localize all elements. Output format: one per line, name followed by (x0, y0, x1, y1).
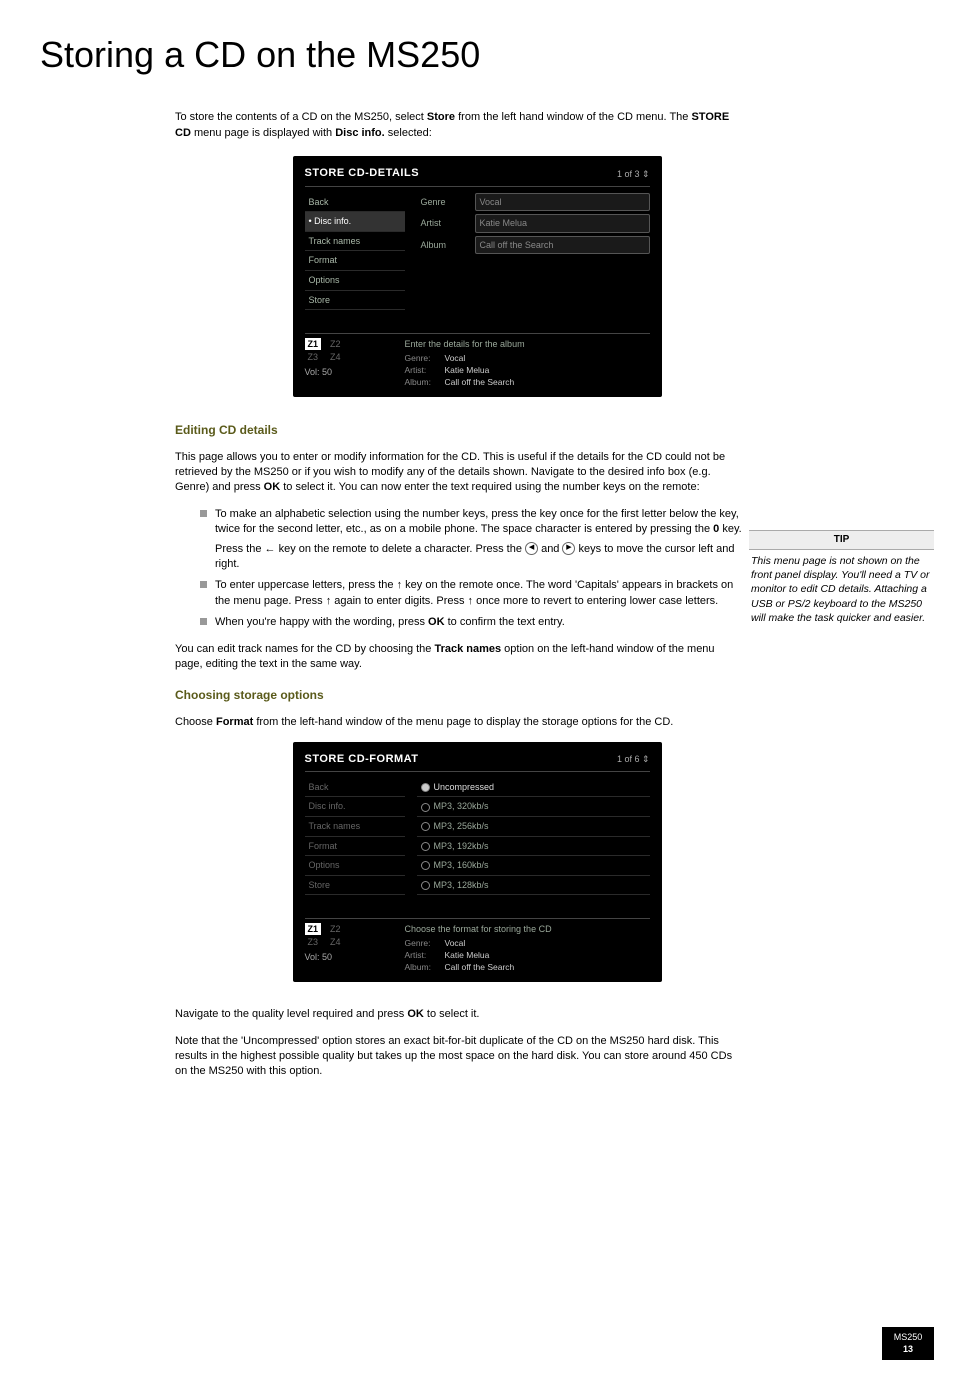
scr2-counter: 1 of 6 ⇕ (617, 753, 650, 766)
menu-back: Back (305, 193, 405, 213)
menu-format: Format (305, 251, 405, 271)
scr1-title: STORE CD-DETAILS (305, 166, 420, 181)
scr2-options: Uncompressed MP3, 320kb/s MP3, 256kb/s M… (411, 778, 650, 918)
rewind-icon: ◀ (525, 542, 538, 555)
bullet-icon (200, 581, 207, 588)
editing-p2: You can edit track names for the CD by c… (175, 642, 735, 673)
forward-icon: ▶ (562, 542, 575, 555)
radio-icon (421, 783, 430, 792)
editing-heading: Editing CD details (175, 422, 954, 439)
bullet-1: To make an alphabetic selection using th… (200, 507, 745, 573)
tip-header: TIP (749, 530, 934, 550)
radio-icon (421, 881, 430, 890)
scr2-meta: Choose the format for storing the CD Gen… (405, 923, 650, 974)
bullet-2: To enter uppercase letters, press the ↑ … (200, 578, 745, 609)
tip-box: TIP This menu page is not shown on the f… (749, 530, 934, 629)
menu-discinfo: • Disc info. (305, 212, 405, 232)
nav-p: Navigate to the quality level required a… (175, 1007, 735, 1022)
bullet-icon (200, 618, 207, 625)
editing-p1: This page allows you to enter or modify … (175, 450, 735, 496)
radio-icon (421, 822, 430, 831)
radio-icon (421, 842, 430, 851)
scr1-counter: 1 of 3 ⇕ (617, 168, 650, 181)
scr2-title: STORE CD-FORMAT (305, 752, 419, 767)
choosing-p: Choose Format from the left-hand window … (175, 715, 735, 730)
page-footer: MS250 13 (882, 1327, 934, 1360)
radio-icon (421, 861, 430, 870)
choosing-heading: Choosing storage options (175, 687, 954, 704)
note-p: Note that the 'Uncompressed' option stor… (175, 1034, 735, 1080)
menu-tracknames: Track names (305, 232, 405, 252)
scr1-meta: Enter the details for the album Genre:Vo… (405, 338, 650, 389)
scr1-zones: Z1Z2 Z3Z4 Vol: 50 (305, 338, 405, 389)
radio-icon (421, 803, 430, 812)
scr1-fields: GenreVocal ArtistKatie Melua AlbumCall o… (411, 193, 650, 333)
tip-body: This menu page is not shown on the front… (749, 550, 934, 629)
menu-store: Store (305, 291, 405, 311)
scr2-zones: Z1Z2 Z3Z4 Vol: 50 (305, 923, 405, 974)
bullet-3: When you're happy with the wording, pres… (200, 615, 745, 630)
screenshot-format: STORE CD-FORMAT 1 of 6 ⇕ Back Disc info.… (293, 742, 662, 983)
screenshot-details: STORE CD-DETAILS 1 of 3 ⇕ Back • Disc in… (293, 156, 662, 397)
scr1-menu: Back • Disc info. Track names Format Opt… (305, 193, 411, 333)
intro-paragraph: To store the contents of a CD on the MS2… (175, 110, 735, 141)
menu-options: Options (305, 271, 405, 291)
bullet-icon (200, 510, 207, 517)
page-title: Storing a CD on the MS250 (40, 30, 954, 80)
scr2-menu: Back Disc info. Track names Format Optio… (305, 778, 411, 918)
